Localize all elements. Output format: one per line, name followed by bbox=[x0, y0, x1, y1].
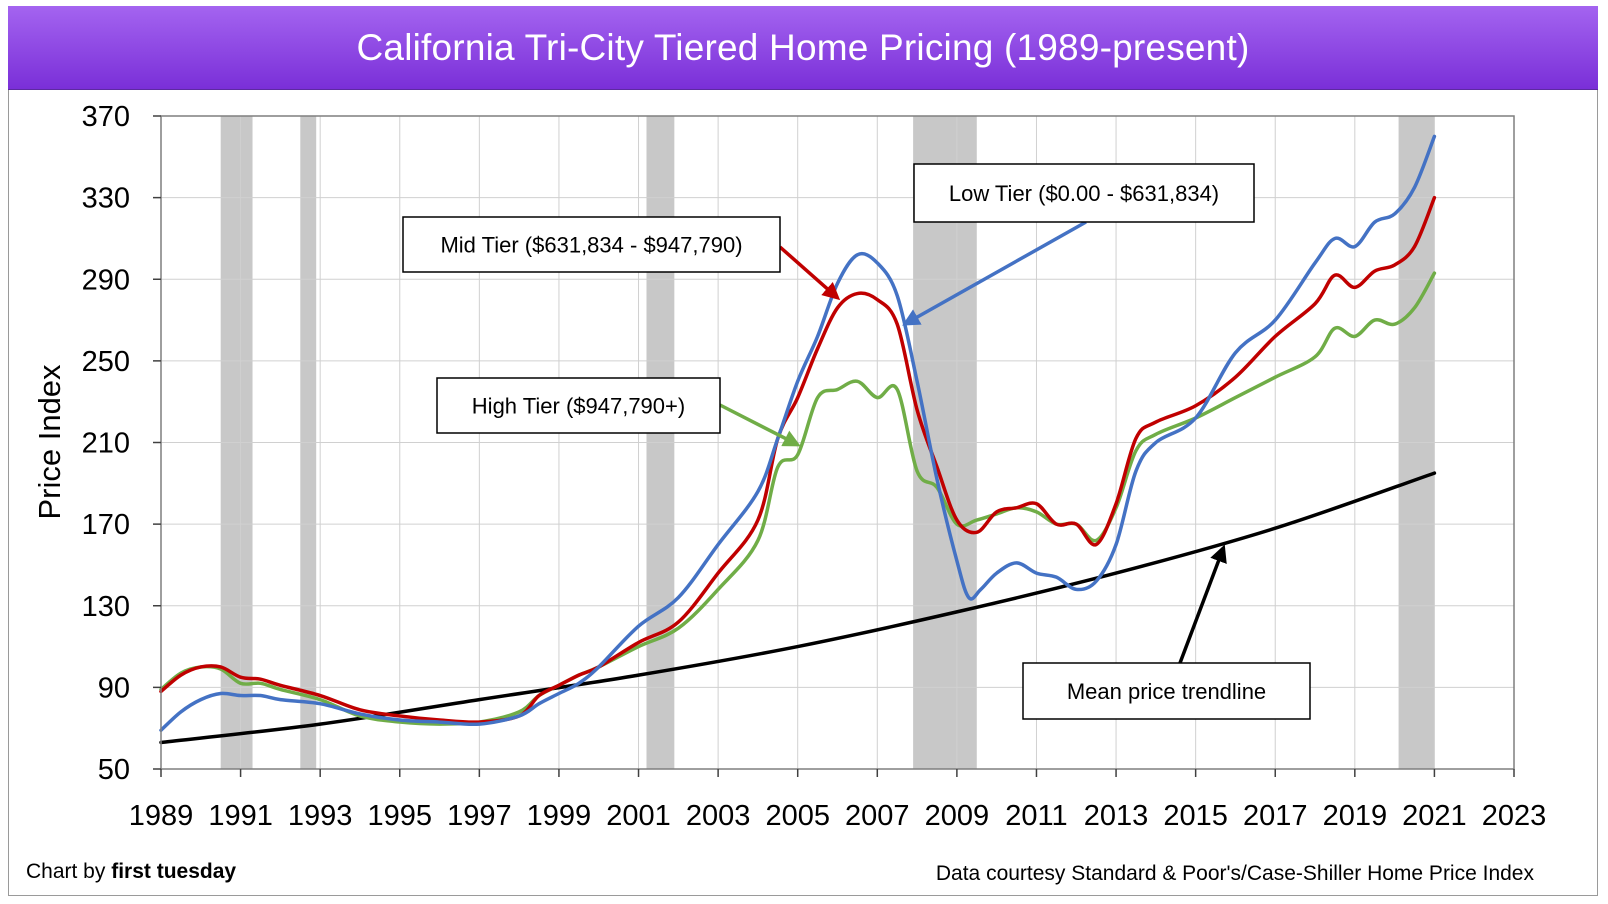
series-line-low bbox=[159, 134, 1437, 732]
x-tick-label: 1995 bbox=[368, 800, 433, 832]
axes: 1989 1991 1993 1995 1997 1999 2001 2003 2005 2007… bbox=[82, 101, 1547, 832]
y-axis-label: Price Index bbox=[32, 364, 67, 520]
series-line-mid bbox=[159, 195, 1437, 724]
annotation-box-low bbox=[913, 163, 1255, 223]
annotation-box-high bbox=[436, 377, 721, 434]
credit: Chart by first tuesday bbox=[26, 860, 236, 884]
annotation-label-mid: Mid Tier ($631,834 - $947,790) bbox=[440, 233, 742, 258]
title-banner: California Tri-City Tiered Home Pricing … bbox=[8, 6, 1598, 90]
data-source: Data courtesy Standard & Poor's/Case-Shi… bbox=[935, 862, 1534, 885]
x-tick-label: 1989 bbox=[129, 800, 194, 832]
annotation-box-mid bbox=[402, 216, 781, 273]
annotation-label-low: Low Tier ($0.00 - $631,834) bbox=[949, 181, 1219, 206]
y-tick-label: 370 bbox=[82, 101, 130, 133]
x-tick-label: 1999 bbox=[527, 800, 592, 832]
x-tick-label: 2003 bbox=[686, 800, 751, 832]
x-tick-label: 2001 bbox=[606, 800, 671, 832]
annotation-label-trend: Mean price trendline bbox=[1067, 679, 1266, 704]
annotations: Low Tier ($0.00 - $631,834) Mid Tier ($63… bbox=[402, 163, 1311, 720]
annotation-arrow-trend bbox=[1178, 544, 1227, 664]
x-tick-label: 2017 bbox=[1243, 800, 1308, 832]
series-line-high bbox=[159, 271, 1437, 726]
x-tick-label: 2007 bbox=[845, 800, 910, 832]
y-tick-label: 290 bbox=[82, 264, 130, 296]
y-tick-label: 170 bbox=[82, 509, 130, 541]
x-tick-label: 2023 bbox=[1482, 800, 1547, 832]
x-tick-label: 2015 bbox=[1163, 800, 1228, 832]
x-tick-label: 1991 bbox=[208, 800, 273, 832]
y-tick-label: 90 bbox=[98, 672, 130, 704]
credit-prefix: Chart by bbox=[26, 860, 112, 883]
x-tick-label: 2019 bbox=[1323, 800, 1388, 832]
series-lines bbox=[159, 134, 1437, 745]
y-tick-label: 130 bbox=[82, 591, 130, 623]
y-tick-label: 50 bbox=[98, 754, 130, 786]
annotation-arrow-high bbox=[719, 403, 801, 447]
x-tick-label: 2005 bbox=[765, 800, 830, 832]
y-tick-label: 210 bbox=[82, 428, 130, 460]
y-tick-label: 250 bbox=[82, 346, 130, 378]
annotation-arrow-mid bbox=[778, 245, 841, 301]
annotation-label-high: High Tier ($947,790+) bbox=[472, 394, 685, 419]
annotation-box-trend bbox=[1022, 662, 1311, 720]
chart-title: California Tri-City Tiered Home Pricing … bbox=[356, 26, 1250, 68]
x-tick-label: 1993 bbox=[288, 800, 353, 832]
x-tick-label: 2021 bbox=[1402, 800, 1467, 832]
x-tick-label: 2011 bbox=[1005, 800, 1067, 832]
x-tick-label: 1997 bbox=[447, 800, 512, 832]
x-tick-label: 2009 bbox=[925, 800, 990, 832]
credit-brand: first tuesday bbox=[111, 860, 237, 883]
x-tick-label: 2013 bbox=[1084, 800, 1149, 832]
y-tick-label: 330 bbox=[82, 183, 130, 215]
annotation-arrow-low bbox=[902, 220, 1087, 326]
